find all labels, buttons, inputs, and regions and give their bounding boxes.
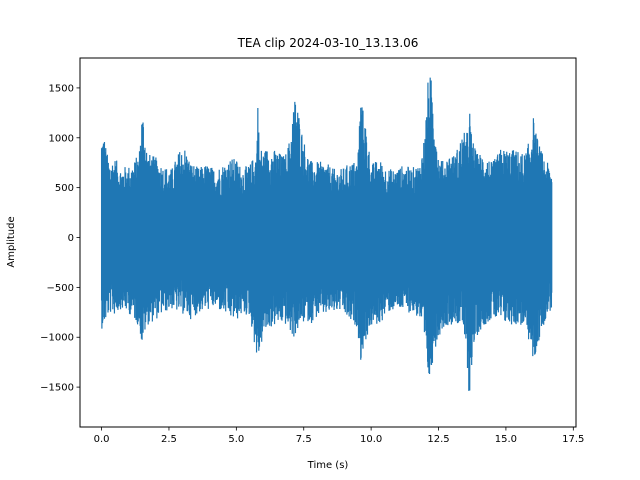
x-tick-label: 7.5 (296, 434, 312, 445)
x-axis-ticks: 0.0 2.5 5.0 7.5 10.0 12.5 15.0 17.5 (94, 427, 584, 445)
y-tick-label: 0 (68, 233, 74, 244)
chart-title: TEA clip 2024-03-10_13.13.06 (237, 36, 419, 50)
x-tick-label: 0.0 (94, 434, 110, 445)
y-tick-label: 1000 (49, 133, 74, 144)
waveform-line (100, 77, 553, 391)
x-axis-label: Time (s) (307, 460, 349, 471)
x-tick-label: 10.0 (360, 434, 382, 445)
x-tick-label: 2.5 (161, 434, 177, 445)
plot-frame (79, 57, 577, 428)
x-tick-label: 17.5 (562, 434, 584, 445)
y-tick-label: −500 (47, 283, 74, 294)
x-tick-label: 12.5 (427, 434, 449, 445)
y-axis-ticks: −1500 −1000 −500 0 500 1000 1500 (40, 83, 80, 394)
y-tick-label: −1500 (40, 383, 74, 394)
y-axis-label: Amplitude (6, 216, 17, 267)
plot-area (100, 77, 553, 391)
x-tick-label: 5.0 (228, 434, 244, 445)
x-tick-label: 15.0 (495, 434, 517, 445)
y-tick-label: 500 (55, 183, 74, 194)
y-tick-label: 1500 (49, 83, 74, 94)
y-tick-label: −1000 (40, 333, 74, 344)
